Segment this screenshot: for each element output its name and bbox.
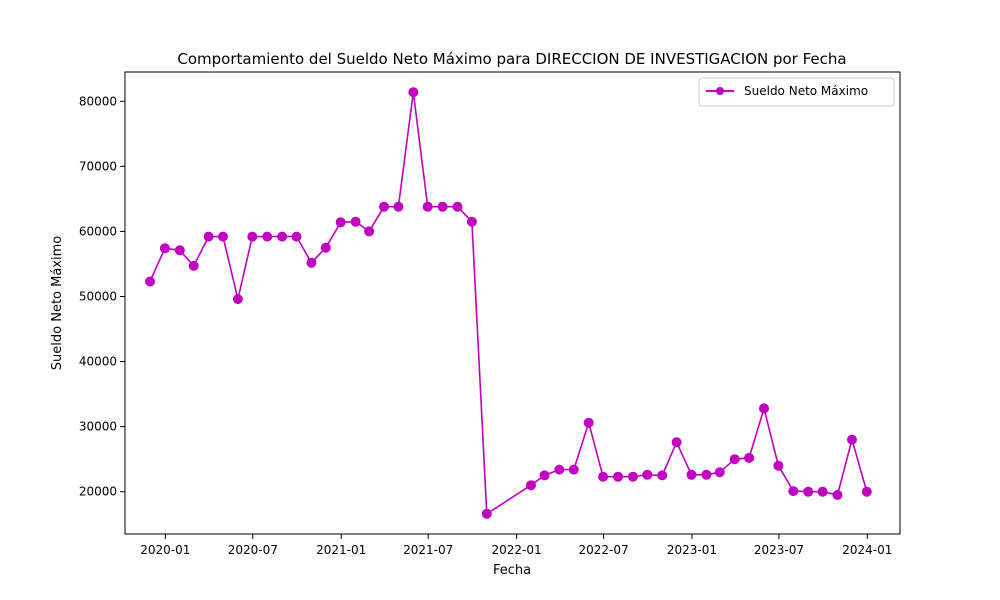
data-point [773,460,784,471]
data-point [539,470,550,481]
data-point [642,469,653,480]
y-axis-label: Sueldo Neto Máximo [50,236,65,370]
y-tick-label: 20000 [79,485,117,499]
x-tick-label: 2022-07 [578,543,628,557]
x-axis: 2020-01 2020-07 2021-01 2021-07 2022-01 2022-… [140,534,892,557]
data-point [714,467,725,478]
data-point [188,260,199,271]
data-point [568,464,579,475]
data-point [291,231,302,242]
data-point [320,242,331,253]
x-tick-label: 2020-01 [140,543,190,557]
x-tick-label: 2020-07 [228,543,278,557]
legend-marker [716,87,724,95]
data-point [803,486,814,497]
y-tick-label: 30000 [79,420,117,434]
data-point [203,231,214,242]
data-point [832,490,843,500]
y-axis: 20000 30000 40000 50000 60000 70000 80000 [79,94,125,499]
chart-title: Comportamiento del Sueldo Neto Máximo pa… [177,50,846,68]
legend: Sueldo Neto Máximo [698,77,895,107]
data-point [744,452,755,463]
data-point [583,417,594,428]
data-point [306,257,317,268]
data-point [159,243,170,254]
y-tick-label: 40000 [79,355,117,369]
data-point [861,486,872,497]
data-point [817,486,828,497]
data-point [598,471,609,482]
data-point [379,201,389,212]
data-point [277,231,288,242]
x-tick-label: 2022-01 [492,543,542,557]
data-point [364,226,375,237]
data-point [554,464,565,475]
data-point [218,231,228,242]
data-point [627,471,638,482]
data-point [335,217,346,228]
data-point [671,437,682,448]
series-layer [145,87,872,519]
data-point [686,469,697,480]
x-tick-label: 2024-01 [842,543,892,557]
data-point [393,201,404,212]
data-point [408,87,419,98]
y-tick-label: 60000 [79,224,117,238]
data-point [452,201,463,212]
data-point [847,434,857,445]
data-point [466,216,477,227]
x-tick-label: 2023-01 [667,543,717,557]
x-tick-label: 2023-07 [754,543,804,557]
data-point [437,201,448,212]
x-axis-label: Fecha [493,563,531,578]
legend-entry: Sueldo Neto Máximo [744,84,868,98]
data-point [481,508,492,519]
x-tick-label: 2021-07 [403,543,453,557]
legend-box [698,77,895,107]
data-point [145,276,155,287]
data-point [350,216,361,227]
y-tick-label: 80000 [79,94,117,108]
y-tick-label: 70000 [79,159,117,173]
data-point [262,231,273,242]
data-point [232,294,243,305]
data-point [247,231,258,242]
data-point [759,403,769,414]
plot-area [124,71,901,535]
data-point [174,245,185,256]
data-point [701,469,712,480]
data-point [657,470,668,481]
data-point [613,471,623,482]
y-tick-label: 50000 [79,289,117,303]
data-point [788,486,799,497]
data-point [526,480,536,491]
data-point [422,201,433,212]
x-tick-label: 2021-01 [316,543,366,557]
data-point [729,454,740,465]
